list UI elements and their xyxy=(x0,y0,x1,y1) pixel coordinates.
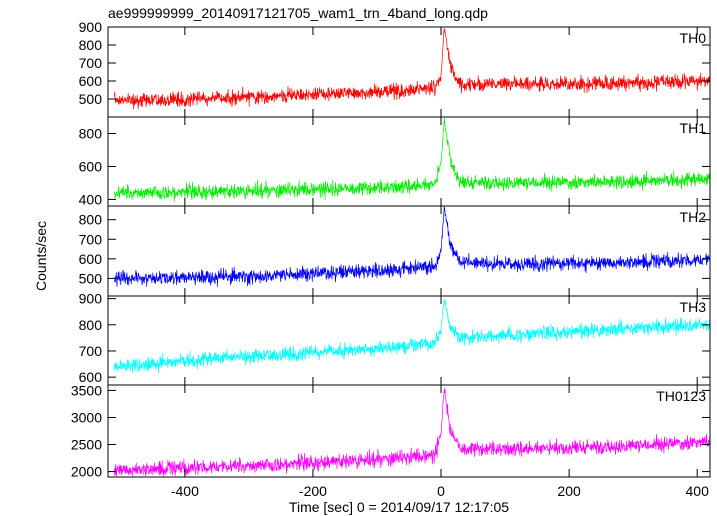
y-tick-label: 3000 xyxy=(71,409,102,425)
y-tick-label: 900 xyxy=(79,291,103,307)
y-tick-label: 800 xyxy=(79,37,103,53)
y-tick-label: 500 xyxy=(79,91,103,107)
y-tick-label: 800 xyxy=(79,212,103,228)
series-label-th2: TH2 xyxy=(680,209,707,225)
series-line-th0123 xyxy=(114,387,711,477)
y-tick-label: 600 xyxy=(79,251,103,267)
series-label-th0123: TH0123 xyxy=(656,388,706,404)
y-tick-label: 700 xyxy=(79,55,103,71)
y-tick-label: 900 xyxy=(79,19,103,35)
x-tick-label: 0 xyxy=(437,483,445,499)
panel-th3: 600 700 800 900 TH3 xyxy=(79,291,711,386)
x-tick-label: 200 xyxy=(557,483,581,499)
panel-th0: 500 600 700 800 900 TH0 xyxy=(79,19,711,118)
x-tick-label: -400 xyxy=(171,483,199,499)
panel-frame xyxy=(107,26,711,118)
panel-th0123: 2000 2500 3000 3500 TH0123 xyxy=(71,382,711,480)
y-tick-label: 600 xyxy=(79,73,103,89)
series-line-th2 xyxy=(114,206,711,287)
y-tick-label: 800 xyxy=(79,317,103,333)
series-label-th1: TH1 xyxy=(680,120,707,136)
y-tick-label: 500 xyxy=(79,270,103,286)
panel-th2: 500 600 700 800 TH2 xyxy=(79,205,711,297)
panel-frame xyxy=(107,205,711,297)
y-tick-label: 3500 xyxy=(71,382,102,398)
x-tick-label: 400 xyxy=(686,483,710,499)
series-label-th3: TH3 xyxy=(680,299,707,315)
y-tick-label: 600 xyxy=(79,369,103,385)
chart-title: ae999999999_20140917121705_wam1_trn_4ban… xyxy=(108,5,488,21)
y-tick-label: 2500 xyxy=(71,437,102,453)
y-tick-label: 2000 xyxy=(71,464,102,480)
series-line-th1 xyxy=(114,117,711,202)
series-line-th0 xyxy=(114,28,711,110)
panel-frame xyxy=(107,295,711,386)
x-tick-label: -200 xyxy=(299,483,327,499)
series-label-th0: TH0 xyxy=(680,30,707,46)
y-tick-label: 700 xyxy=(79,343,103,359)
panel-frame xyxy=(107,384,711,478)
y-tick-label: 400 xyxy=(79,191,103,207)
x-axis-label: Time [sec] 0 = 2014/09/17 12:17:05 xyxy=(289,499,509,515)
y-tick-label: 700 xyxy=(79,231,103,247)
series-line-th3 xyxy=(114,299,711,374)
panel-th1: 400 600 800 TH1 xyxy=(79,116,711,207)
y-tick-label: 800 xyxy=(79,125,103,141)
y-tick-label: 600 xyxy=(79,158,103,174)
y-axis-label: Counts/sec xyxy=(33,221,49,291)
panels-group: 500 600 700 800 900 TH0 400 600 800 TH1 500 600 700 8… xyxy=(71,19,711,499)
